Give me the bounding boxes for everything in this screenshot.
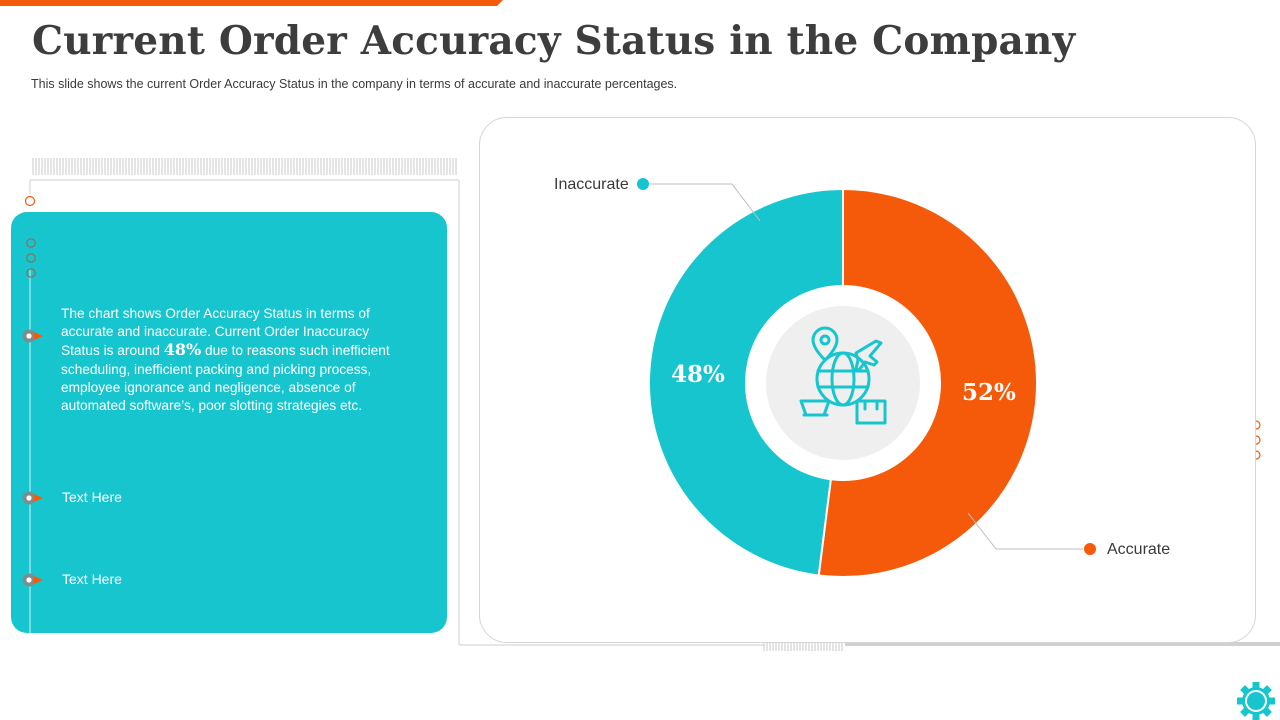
- top-accent-bar: [0, 0, 503, 6]
- legend-label-accurate: Accurate: [1107, 541, 1171, 558]
- bullet-marker-3: [22, 573, 43, 587]
- slice-label-inaccurate: 48%: [671, 361, 725, 388]
- panel-item-2: Text Here: [62, 571, 122, 587]
- center-icon-bg: [766, 306, 920, 460]
- decor-circle: [24, 195, 36, 207]
- gear-icon: [1237, 682, 1275, 720]
- legend-dot-inaccurate: [637, 178, 649, 190]
- leader-lines: [646, 183, 1083, 550]
- page-subtitle: This slide shows the current Order Accur…: [31, 77, 678, 91]
- donut-chart: [637, 178, 1096, 578]
- slice-label-accurate: 52%: [962, 379, 1016, 406]
- legend-label-inaccurate: Inaccurate: [554, 176, 629, 193]
- global-logistics-icon: [799, 326, 887, 425]
- panel-item-1: Text Here: [62, 489, 122, 505]
- bullet-marker-2: [22, 491, 43, 505]
- info-panel: [11, 212, 447, 633]
- panel-description: The chart shows Order Accuracy Status in…: [61, 306, 390, 414]
- highlight-percentage: 48%: [163, 340, 202, 360]
- legend-dot-accurate: [1084, 543, 1096, 555]
- page-title: Current Order Accuracy Status in the Com…: [32, 18, 1076, 64]
- bullet-marker-1: [22, 329, 43, 343]
